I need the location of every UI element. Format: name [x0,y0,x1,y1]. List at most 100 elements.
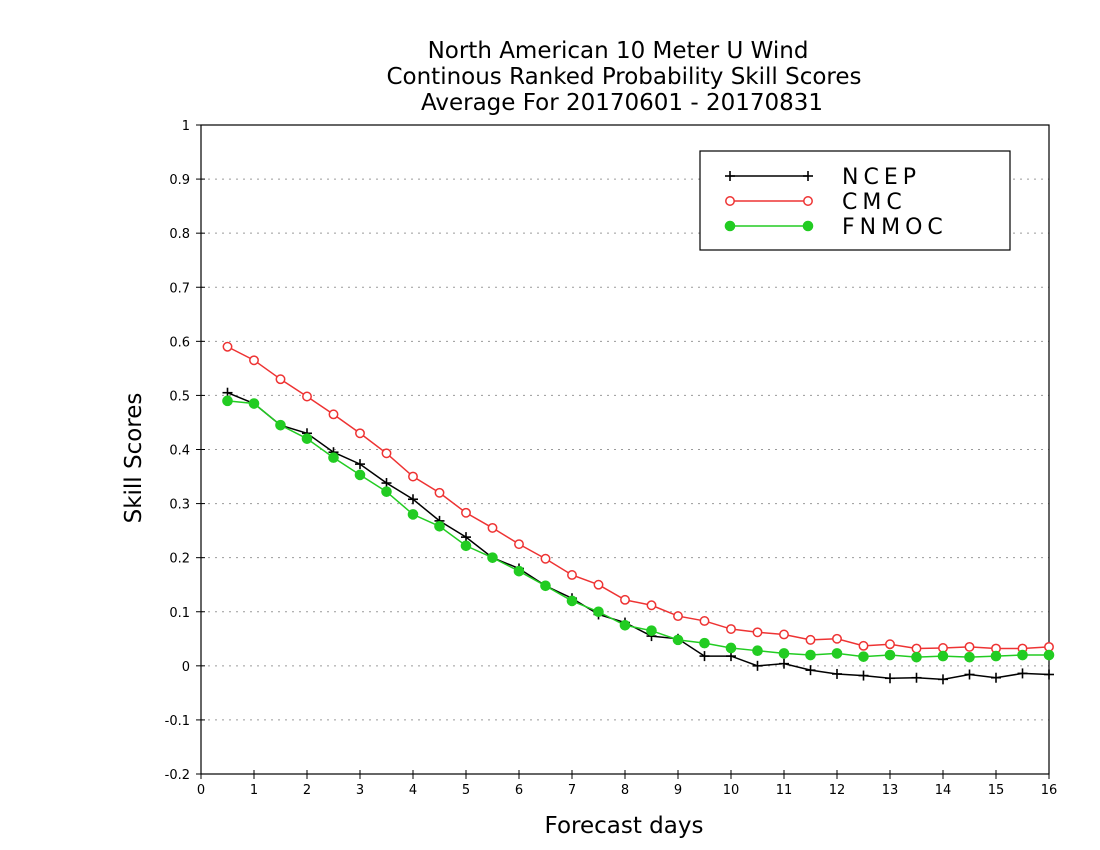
cmc-point-0 [222,341,233,352]
ncep-point-28 [964,669,975,680]
legend-entry-ncep: NCEP [725,165,921,190]
cmc-point-19 [726,624,736,635]
fnmoc-point-20 [752,645,763,656]
fnmoc-point-22 [805,649,816,661]
title-line-3: Average For 20170601 - 20170831 [421,90,823,116]
ncep-point-6 [381,478,392,489]
x-tick-label-2: 2 [303,783,311,798]
series-cmc [222,341,1054,654]
fnmoc-point-29 [990,650,1002,662]
y-axis-label: Skill Scores [121,393,147,524]
y-tick-label-1: -0.1 [165,714,190,729]
y-tick-label-11: 0.9 [169,173,190,188]
y-tick-label-7: 0.5 [169,389,190,404]
x-tick-label-13: 13 [882,783,899,798]
series-layer [222,341,1055,685]
fnmoc-point-11 [513,565,525,577]
cmc-point-25 [885,639,895,650]
fnmoc-point-19 [725,642,737,654]
fnmoc-point-23 [831,648,843,659]
x-tick-label-9: 9 [674,783,682,798]
cmc-point-28 [964,641,975,652]
x-tick-label-12: 12 [829,783,846,798]
cmc-point-7 [408,471,418,482]
fnmoc-point-7 [407,509,419,520]
legend-entry-fnmoc: FNMOC [724,215,943,240]
legend-label-ncep: NCEP [842,165,921,190]
fnmoc-point-16 [646,625,657,636]
y-tick-label-3: 0.1 [169,606,190,621]
y-tick-label-2: 0 [182,660,190,675]
cmc-point-26 [911,643,922,654]
fnmoc-point-28 [964,651,975,663]
y-tick-label-5: 0.3 [169,498,190,513]
x-tick-label-15: 15 [988,783,1005,798]
fnmoc-point-1 [248,398,260,409]
y-tick-label-12: 1 [182,119,190,134]
fnmoc-point-12 [540,580,551,592]
fnmoc-point-27 [937,650,949,662]
fnmoc-point-25 [884,649,896,661]
ncep-point-23 [832,668,842,679]
title-line-1: North American 10 Meter U Wind [428,38,809,64]
cmc-point-16 [646,600,657,611]
cmc-point-10 [487,522,498,533]
cmc-point-22 [805,634,816,645]
fnmoc-point-26 [911,651,922,663]
cmc-point-14 [593,579,604,590]
fnmoc-point-8 [434,520,445,532]
cmc-point-1 [249,355,259,366]
fnmoc-point-0 [222,395,233,407]
x-tick-label-5: 5 [462,783,470,798]
ncep-point-5 [355,459,365,470]
cmc-point-9 [461,507,471,518]
cmc-point-11 [514,539,524,550]
fnmoc-point-30 [1017,649,1028,661]
ncep-point-29 [991,672,1001,683]
y-tick-label-6: 0.4 [169,444,190,459]
ncep-line [227,392,1050,681]
ncep-point-22 [805,665,816,676]
legend-marker-start-fnmoc [724,220,736,232]
cmc-point-6 [381,448,392,459]
x-tick-label-10: 10 [723,783,740,798]
fnmoc-point-10 [487,552,498,563]
ncep-point-31 [1044,669,1054,680]
legend-marker-end-ncep [803,171,813,181]
x-tick-label-0: 0 [197,783,205,798]
cmc-point-12 [540,553,551,564]
fnmoc-point-3 [301,433,313,444]
x-tick-label-6: 6 [515,783,523,798]
y-tick-label-10: 0.8 [169,227,190,242]
cmc-point-8 [434,487,445,498]
x-tick-label-1: 1 [250,783,258,798]
title-line-2: Continous Ranked Probability Skill Score… [386,64,861,90]
fnmoc-point-5 [354,469,366,481]
ncep-point-25 [885,673,895,684]
fnmoc-point-31 [1043,649,1055,661]
legend-entry-cmc: CMC [725,190,902,215]
cmc-point-23 [832,633,842,644]
x-tick-label-8: 8 [621,783,629,798]
cmc-point-4 [328,409,339,420]
cmc-point-5 [355,428,365,439]
fnmoc-point-4 [328,452,339,463]
ncep-point-30 [1017,668,1028,679]
cmc-line [227,346,1050,650]
grid-lines [201,178,1049,721]
x-tick-label-4: 4 [409,783,417,798]
y-tick-label-0: -0.2 [165,768,190,783]
x-tick-label-11: 11 [776,783,793,798]
ncep-point-24 [858,670,869,681]
legend-marker-end-cmc [803,196,813,206]
ncep-point-26 [911,672,922,683]
x-axis-label: Forecast days [545,813,704,839]
fnmoc-line [227,400,1049,658]
ncep-point-27 [938,674,948,685]
y-tick-label-8: 0.6 [169,335,190,350]
fnmoc-point-9 [460,540,472,552]
x-tick-label-16: 16 [1041,783,1058,798]
legend-marker-start-ncep [725,171,735,181]
